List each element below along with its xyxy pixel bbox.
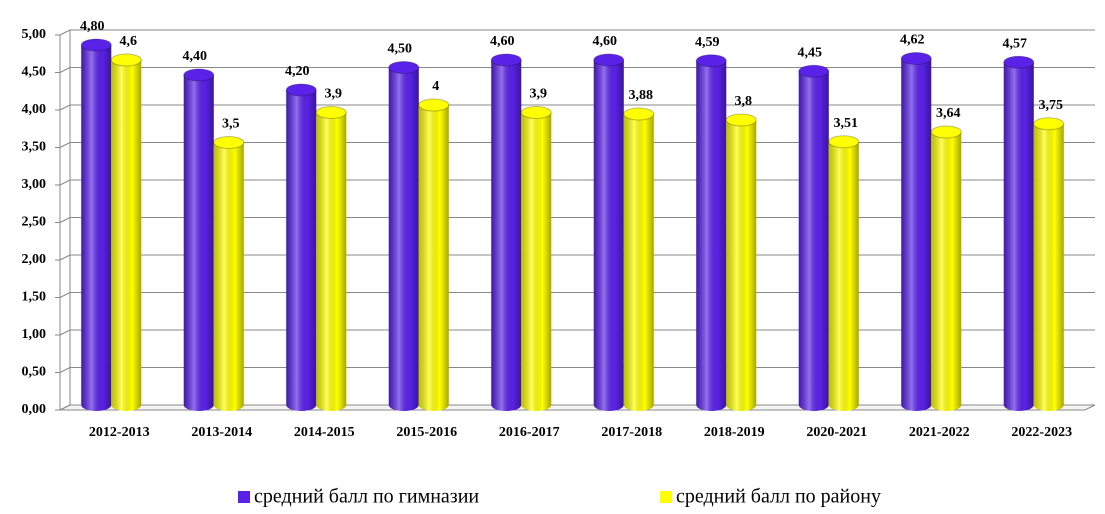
data-label: 4,57: [1003, 36, 1028, 51]
x-tick-label: 2014-2015: [294, 425, 355, 440]
bar-shade: [521, 112, 552, 411]
data-label: 4: [432, 79, 439, 94]
y-tick-label: 4,00: [22, 102, 47, 117]
bar-cap: [623, 107, 655, 121]
x-tick-label: 2022-2023: [1011, 425, 1072, 440]
bar-cap: [695, 54, 727, 68]
y-tick-label: 2,50: [22, 215, 47, 230]
bar-shade: [183, 75, 214, 411]
bar-shade: [81, 45, 112, 411]
wall-edge: [59, 104, 71, 111]
wall-edge: [59, 367, 71, 373]
bar-shade: [111, 60, 142, 411]
y-tick-label: 4,50: [22, 65, 47, 80]
bar-shade: [593, 60, 624, 411]
bar-cap: [1003, 55, 1035, 69]
bar-cap: [593, 53, 625, 67]
bar-shade: [623, 114, 654, 411]
bar-cap: [900, 52, 932, 65]
bar-shade: [901, 58, 932, 411]
y-tick-label: 1,50: [22, 290, 47, 305]
y-tick-label: 2,00: [22, 252, 47, 267]
data-label: 3,8: [735, 94, 753, 109]
bar-shade: [418, 105, 449, 411]
data-label: 3,64: [936, 106, 961, 121]
x-tick-label: 2013-2014: [191, 425, 252, 440]
wall-edge: [59, 29, 71, 36]
bar-cap: [315, 106, 347, 119]
bar-shade: [931, 132, 962, 411]
bar-shade: [798, 71, 829, 411]
bar-cap: [1033, 117, 1065, 131]
bar-cap: [388, 61, 420, 74]
wall-edge: [59, 142, 71, 148]
bar-cap: [520, 106, 552, 119]
data-label: 3,9: [530, 87, 548, 102]
bar-cap: [490, 53, 522, 67]
x-tick-label: 2018-2019: [704, 425, 765, 440]
data-label: 4,6: [120, 34, 138, 49]
x-tick-label: 2021-2022: [909, 425, 970, 440]
wall-edge: [59, 254, 71, 261]
bar-shade: [213, 142, 244, 411]
x-tick-label: 2016-2017: [499, 425, 560, 440]
y-tick-label: 0,00: [22, 402, 47, 417]
bar-cap: [285, 83, 317, 97]
wall-edge: [59, 67, 71, 73]
bar-cap: [798, 64, 830, 78]
x-tick-label: 2012-2013: [89, 425, 150, 440]
bar-cap: [828, 135, 860, 149]
data-label: 4,80: [80, 19, 105, 34]
wall-edge: [59, 404, 71, 411]
data-label: 3,88: [629, 88, 654, 103]
y-tick-label: 0,50: [22, 365, 47, 380]
bar-shade: [726, 120, 757, 411]
y-tick-label: 3,50: [22, 140, 47, 155]
bar-cap: [213, 136, 245, 149]
bar-shade: [828, 141, 859, 411]
wall-edge: [59, 329, 71, 336]
legend-swatch: [238, 491, 250, 503]
data-label: 4,50: [388, 42, 413, 57]
wall-edge: [59, 292, 71, 298]
bar-cap: [110, 53, 142, 67]
data-label: 3,51: [834, 116, 859, 131]
data-label: 4,40: [183, 49, 208, 64]
bar-cap: [80, 38, 112, 52]
data-label: 3,75: [1039, 98, 1064, 113]
wall-edge: [59, 179, 71, 186]
data-label: 3,5: [222, 117, 240, 132]
legend-label: средний балл по гимназии: [254, 486, 479, 508]
legend-label: средний балл по району: [676, 486, 881, 508]
bar-cap: [183, 68, 215, 82]
x-tick-label: 2020-2021: [806, 425, 867, 440]
legend-swatch: [660, 491, 672, 503]
x-tick-label: 2017-2018: [601, 425, 662, 440]
data-label: 4,59: [695, 35, 720, 50]
data-label: 4,60: [593, 34, 618, 49]
bar-shade: [1003, 62, 1034, 411]
bar-shade: [491, 60, 522, 411]
data-label: 4,20: [285, 64, 310, 79]
data-label: 4,60: [490, 34, 515, 49]
x-tick-label: 2015-2016: [396, 425, 457, 440]
y-tick-label: 1,00: [22, 327, 47, 342]
bar-cap: [725, 113, 757, 127]
bar-shade: [1033, 123, 1064, 411]
y-tick-label: 5,00: [22, 27, 47, 42]
bar-cap: [930, 125, 962, 139]
data-label: 3,9: [325, 87, 343, 102]
y-tick-label: 3,00: [22, 177, 47, 192]
bar-shade: [388, 67, 419, 411]
bar-shade: [316, 112, 347, 411]
bar-shade: [696, 60, 727, 411]
bar-cap: [418, 98, 450, 112]
data-label: 4,62: [900, 33, 925, 48]
data-label: 4,45: [798, 45, 823, 60]
bar-shade: [286, 90, 317, 411]
wall-edge: [59, 217, 71, 223]
